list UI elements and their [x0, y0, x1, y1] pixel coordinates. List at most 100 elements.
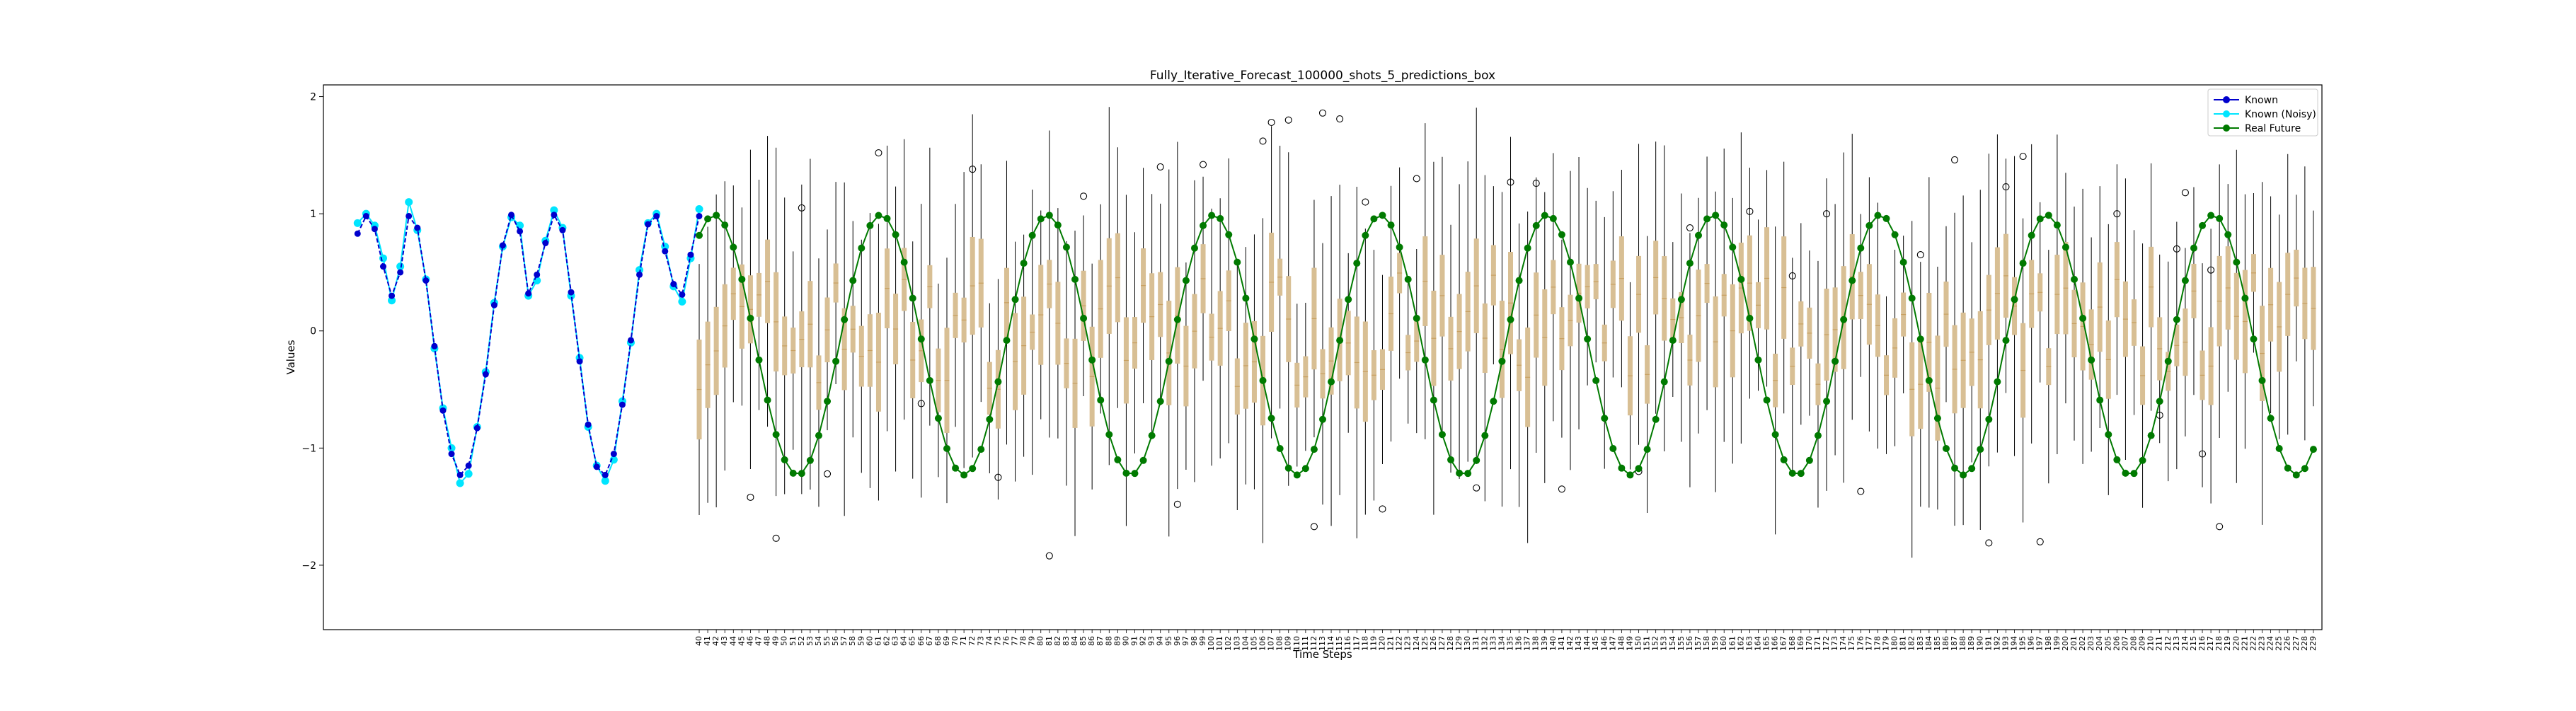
x-tick-label: 61	[873, 636, 882, 646]
x-tick-label: 229	[2308, 636, 2318, 651]
real-future-point	[1190, 244, 1198, 252]
x-tick-label: 137	[1523, 636, 1532, 651]
real-future-point	[1156, 398, 1164, 405]
real-future-point	[696, 231, 703, 239]
outlier-point	[994, 473, 1002, 481]
box-155	[1679, 193, 1684, 442]
x-tick-label: 95	[1164, 636, 1173, 646]
x-tick-label: 159	[1710, 636, 1720, 651]
x-tick-label: 167	[1779, 636, 1788, 651]
box-226	[2285, 154, 2291, 435]
box-211	[2157, 254, 2163, 444]
real-future-point	[1481, 432, 1489, 439]
x-tick-label: 54	[814, 636, 823, 646]
x-tick-label: 217	[2206, 636, 2215, 651]
real-future-point	[1217, 214, 1224, 222]
real-future-point	[1908, 294, 1916, 302]
real-future-point	[1788, 469, 1796, 477]
real-future-point	[1105, 431, 1113, 439]
real-future-point	[934, 415, 942, 422]
real-future-point	[2011, 296, 2018, 304]
real-future-point	[986, 415, 994, 423]
x-tick-label: 115	[1335, 636, 1344, 651]
box-76	[1004, 161, 1009, 445]
real-future-point	[1832, 357, 1839, 365]
box-91	[1132, 232, 1137, 453]
x-tick-label: 79	[1028, 636, 1037, 646]
box-158	[1704, 156, 1710, 410]
known-noisy-point	[456, 479, 464, 487]
known-point	[602, 471, 609, 478]
x-tick-label: 178	[1873, 636, 1882, 651]
real-future-point	[1848, 277, 1856, 284]
box-213	[2174, 221, 2180, 470]
box-198	[2046, 250, 2052, 484]
known-point	[525, 290, 532, 297]
real-future-point	[798, 470, 805, 478]
real-future-point	[1652, 415, 1660, 423]
outlier-point	[1985, 539, 1993, 547]
legend-label: Known	[2245, 95, 2278, 106]
chart-title: Fully_Iterative_Forecast_100000_shots_5_…	[1150, 69, 1495, 83]
real-future-point	[1062, 243, 1070, 251]
x-tick-label: 122	[1395, 636, 1404, 651]
x-tick-label: 136	[1514, 636, 1524, 651]
x-tick-label: 105	[1249, 636, 1258, 651]
x-tick-label: 101	[1215, 636, 1224, 651]
outlier-point	[2036, 538, 2044, 545]
real-future-point	[875, 212, 882, 219]
x-tick-label: 209	[2138, 636, 2147, 651]
real-future-point	[849, 277, 857, 284]
known-noisy-point	[695, 205, 703, 214]
real-future-point	[1566, 258, 1574, 266]
real-future-point	[1805, 456, 1813, 464]
real-future-point	[1584, 335, 1592, 343]
real-future-point	[1635, 465, 1643, 473]
x-tick-label: 125	[1420, 636, 1430, 651]
real-future-point	[1865, 221, 1873, 229]
real-future-point	[1242, 294, 1250, 302]
x-tick-label: 221	[2240, 636, 2249, 651]
x-tick-label: 116	[1343, 636, 1352, 651]
box-216	[2200, 263, 2205, 487]
x-tick-label: 168	[1788, 636, 1797, 651]
known-noisy-point	[388, 296, 396, 305]
box-215	[2191, 187, 2197, 395]
box-225	[2277, 214, 2282, 439]
real-future-point	[1669, 337, 1677, 345]
x-tick-label: 135	[1506, 636, 1515, 651]
real-future-point	[1200, 221, 1207, 229]
box-221	[2242, 194, 2248, 449]
box-69	[944, 258, 950, 504]
box-167	[1781, 161, 1787, 414]
box-218	[2216, 164, 2222, 439]
real-future-point	[1080, 314, 1088, 322]
box-159	[1713, 191, 1718, 492]
x-tick-label: 226	[2283, 636, 2292, 651]
x-tick-label: 196	[2027, 636, 2036, 651]
x-tick-label: 169	[1796, 636, 1805, 651]
x-tick-label: 100	[1207, 636, 1216, 651]
box-110	[1294, 304, 1300, 467]
box-100	[1209, 208, 1214, 466]
x-tick-label: 117	[1352, 636, 1361, 651]
x-tick-label: 110	[1292, 636, 1301, 651]
box-228	[2302, 166, 2308, 441]
x-tick-label: 62	[882, 636, 892, 646]
known-point	[593, 463, 600, 470]
boxplot-layer	[696, 107, 2316, 558]
box-114	[1328, 196, 1334, 526]
real-future-point	[713, 212, 720, 219]
x-tick-label: 80	[1036, 636, 1045, 646]
known-point	[534, 271, 541, 278]
x-tick-label: 203	[2086, 636, 2095, 651]
x-tick-label: 45	[737, 636, 746, 646]
x-tick-label: 139	[1540, 636, 1549, 651]
x-tick-label: 70	[950, 636, 960, 646]
box-102	[1226, 158, 1231, 444]
y-tick-label: 2	[310, 92, 316, 103]
outlier-point	[969, 166, 977, 173]
real-future-point	[1148, 432, 1156, 439]
real-future-point	[1524, 244, 1531, 252]
